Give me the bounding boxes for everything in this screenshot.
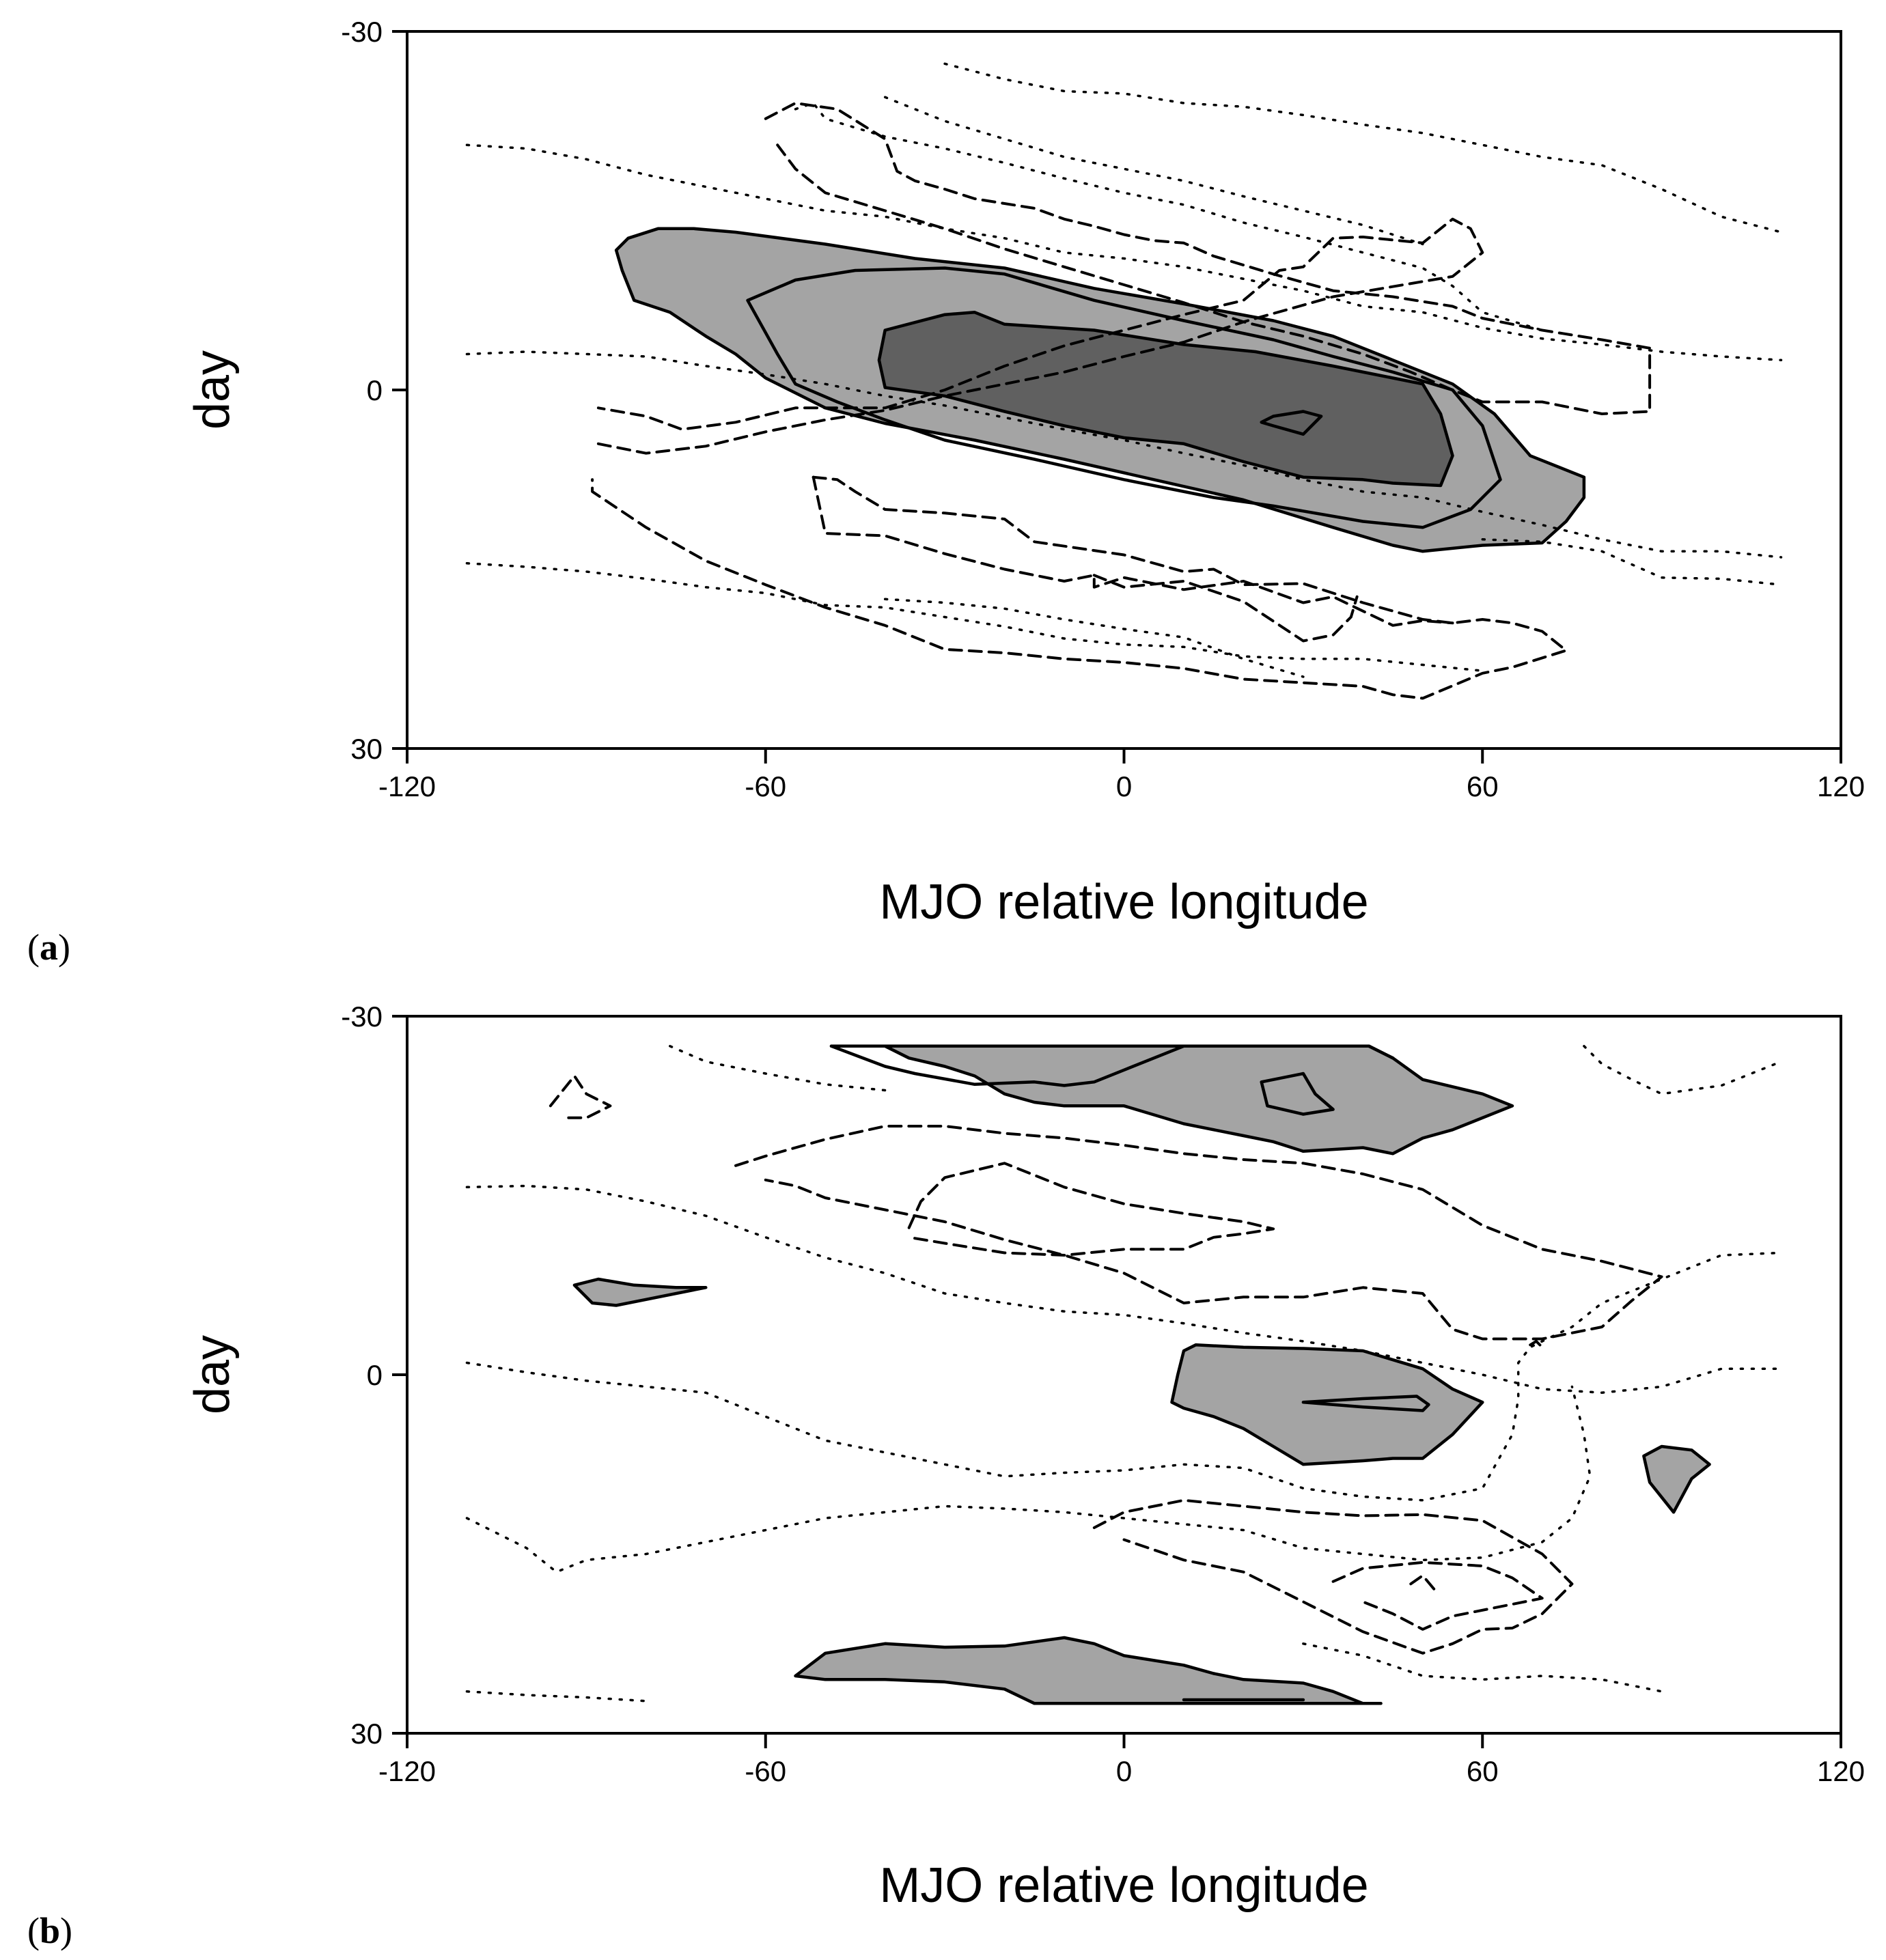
contour-dotted-10 xyxy=(465,350,1783,559)
y-axis-label: day xyxy=(185,350,240,430)
contour-dotted-21 xyxy=(1302,1642,1663,1693)
contour-dotted-23 xyxy=(669,1045,887,1092)
contour-dotted-9 xyxy=(465,143,1783,362)
panel-label: (a) xyxy=(27,927,70,968)
contour-dashed-14 xyxy=(1331,1560,1544,1631)
contour-dashed-8 xyxy=(1092,574,1359,643)
y-axis-label: day xyxy=(185,1335,240,1414)
x-tick-label: 0 xyxy=(1116,1755,1132,1787)
contour-dashed-15 xyxy=(1409,1574,1437,1591)
x-tick-label: -60 xyxy=(745,1755,786,1787)
contour-dashed-13 xyxy=(1092,1498,1574,1655)
x-tick-label: 120 xyxy=(1817,770,1865,802)
x-axis-label: MJO relative longitude xyxy=(879,875,1368,929)
contour-dotted-18 xyxy=(465,1251,1783,1502)
contour-shaded-0 xyxy=(829,1044,1514,1156)
plot-area xyxy=(465,1044,1783,1705)
contour-dotted-22 xyxy=(1583,1045,1783,1095)
contour-dotted-19 xyxy=(465,1385,1592,1573)
contour-solid-outline-2 xyxy=(1367,1044,1395,1060)
contour-dotted-11 xyxy=(465,562,1484,673)
y-tick-label: 30 xyxy=(350,1718,383,1750)
contour-dotted-16 xyxy=(883,96,1424,246)
x-tick-label: 0 xyxy=(1116,770,1132,802)
contour-dotted-12 xyxy=(1481,538,1783,586)
contour-dashed-10 xyxy=(549,1074,612,1119)
x-tick-label: -120 xyxy=(378,770,436,802)
y-tick-label: -30 xyxy=(341,16,383,48)
x-axis-label: MJO relative longitude xyxy=(879,1858,1368,1913)
contour-shaded-4 xyxy=(572,1277,708,1307)
contour-solid-inner-3 xyxy=(1260,1072,1335,1116)
contour-solid-inner-3 xyxy=(1260,410,1323,436)
x-tick-label: 60 xyxy=(1467,770,1499,802)
panel-a: -120 -60 0 60 120 -30 0 30 MJO relative longitud… xyxy=(27,16,1865,968)
x-tick-label: 60 xyxy=(1467,1755,1499,1787)
contour-dotted-20 xyxy=(465,1690,648,1703)
contour-solid-inner-6 xyxy=(1301,1395,1430,1412)
contour-dashed-11 xyxy=(734,1125,1663,1341)
panel-b: -120 -60 0 60 120 -30 0 30 MJO relative longitud… xyxy=(27,1000,1865,1951)
contour-dashed-16 xyxy=(1529,1340,1544,1349)
x-tick-label: -120 xyxy=(378,1755,436,1787)
x-tick-label: -60 xyxy=(745,770,786,802)
contour-dashed-6 xyxy=(591,475,1568,700)
contour-dashed-12 xyxy=(907,1162,1275,1257)
y-tick-label: 0 xyxy=(367,1359,383,1391)
plot-area xyxy=(465,62,1783,700)
y-tick-label: 30 xyxy=(350,733,383,765)
plot-frame xyxy=(406,1015,1842,1735)
contour-solid-outline-1 xyxy=(829,1044,1186,1087)
y-tick-label: -30 xyxy=(341,1000,383,1033)
contour-shaded-8 xyxy=(794,1636,1383,1705)
panel-label: (b) xyxy=(27,1910,72,1951)
y-tick-label: 0 xyxy=(367,374,383,406)
x-tick-label: 120 xyxy=(1817,1755,1865,1787)
contour-dashed-5 xyxy=(596,217,1484,455)
contour-shaded-dark-2 xyxy=(877,311,1454,488)
contour-dotted-14 xyxy=(943,62,1783,234)
contour-shaded-7 xyxy=(1642,1444,1711,1514)
contour-dashed-7 xyxy=(812,475,1454,627)
contour-dotted-13 xyxy=(883,598,1305,678)
contour-dotted-17 xyxy=(465,1184,1783,1395)
contour-dashed-4 xyxy=(764,102,1652,415)
